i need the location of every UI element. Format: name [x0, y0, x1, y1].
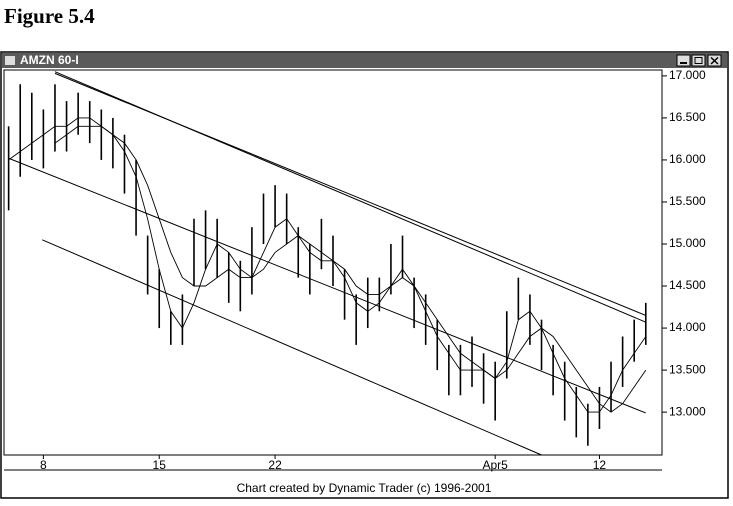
moving-average — [8, 117, 647, 413]
trendline — [8, 157, 646, 414]
close-icon — [710, 56, 719, 65]
figure-label: Figure 5.4 — [4, 4, 95, 28]
moving-average — [54, 125, 647, 413]
x-tick-label: 15 — [153, 458, 167, 472]
window-icon — [5, 56, 15, 65]
trendline — [54, 72, 646, 316]
y-tick-label: 14.500 — [669, 278, 706, 292]
y-tick-label: 16.000 — [669, 152, 706, 166]
x-tick-label: 22 — [268, 458, 282, 472]
caption: Chart created by Dynamic Trader (c) 1996… — [237, 481, 492, 495]
y-tick-label: 15.000 — [669, 236, 706, 250]
trendline — [42, 239, 542, 456]
y-tick-label: 16.500 — [669, 110, 706, 124]
y-tick-label: 14.000 — [669, 320, 706, 334]
y-tick-label: 15.500 — [669, 194, 706, 208]
x-tick-label: Apr5 — [483, 458, 509, 472]
x-tick-label: 12 — [593, 458, 607, 472]
y-tick-label: 13.000 — [669, 404, 706, 418]
maximize-button[interactable] — [691, 54, 706, 67]
y-tick-label: 17.000 — [669, 68, 706, 82]
x-tick-label: 8 — [40, 458, 47, 472]
y-tick-label: 13.500 — [669, 362, 706, 376]
title-bar — [2, 53, 727, 68]
maximize-icon — [694, 57, 703, 64]
window-title: AMZN 60-I — [20, 53, 79, 67]
minimize-button[interactable] — [676, 54, 691, 67]
